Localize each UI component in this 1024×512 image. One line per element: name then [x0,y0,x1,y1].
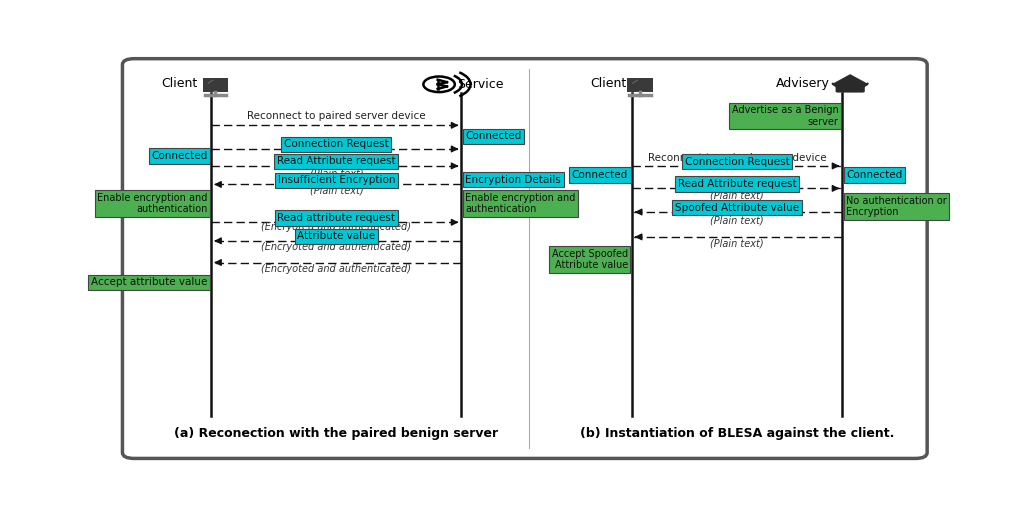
Text: Enable encryption and
authentication: Enable encryption and authentication [97,193,207,214]
Text: Connected: Connected [571,170,628,180]
Text: Reconnect to paired server device: Reconnect to paired server device [247,111,426,121]
Text: Connected: Connected [152,151,207,161]
Text: Connection Request: Connection Request [284,139,389,149]
Text: Encryption Details: Encryption Details [465,175,561,185]
Text: Read Attribute request: Read Attribute request [278,156,395,166]
Text: (Plain text): (Plain text) [711,239,764,249]
Text: (Plain text): (Plain text) [711,216,764,226]
Text: (Plain text): (Plain text) [309,186,364,196]
Text: Advertise as a Benign
server: Advertise as a Benign server [731,105,839,126]
Text: Spoofed Attribute value: Spoofed Attribute value [675,203,799,212]
Text: Enable encryption and
authentication: Enable encryption and authentication [465,193,575,214]
Text: Connected: Connected [465,132,521,141]
Text: Accept attribute value: Accept attribute value [91,277,207,287]
Text: (Encryoted and authenticated): (Encryoted and authenticated) [261,242,412,252]
FancyBboxPatch shape [836,83,865,93]
Text: (a) Reconection with the paired benign server: (a) Reconection with the paired benign s… [174,428,499,440]
FancyBboxPatch shape [203,78,228,92]
Text: Connection Request: Connection Request [685,157,790,166]
FancyBboxPatch shape [627,78,652,92]
Text: Read attribute request: Read attribute request [278,213,395,223]
Text: Client: Client [590,77,627,90]
Text: (Encryoted and authenticated): (Encryoted and authenticated) [261,264,412,274]
Text: Insufficient Encryption: Insufficient Encryption [278,175,395,185]
Text: Accept Spoofed
Attribute value: Accept Spoofed Attribute value [552,248,628,270]
Text: Reconnect to paired server device: Reconnect to paired server device [648,153,826,163]
Text: (Plain text): (Plain text) [309,168,364,178]
Text: Read Attribute request: Read Attribute request [678,179,797,189]
Text: Attribute value: Attribute value [297,231,376,242]
Text: No authentication or
Encryption: No authentication or Encryption [846,196,947,217]
Text: Connected: Connected [846,170,902,180]
Text: (Plain text): (Plain text) [711,190,764,201]
Text: Advisery: Advisery [775,77,829,90]
Text: Client: Client [162,77,198,90]
Text: Service: Service [458,78,504,91]
Text: (b) Instantiation of BLESA against the client.: (b) Instantiation of BLESA against the c… [580,428,894,440]
FancyBboxPatch shape [123,59,927,458]
Text: (Encryoted and authenticated): (Encryoted and authenticated) [261,222,412,232]
Polygon shape [833,75,867,84]
Circle shape [844,78,857,84]
